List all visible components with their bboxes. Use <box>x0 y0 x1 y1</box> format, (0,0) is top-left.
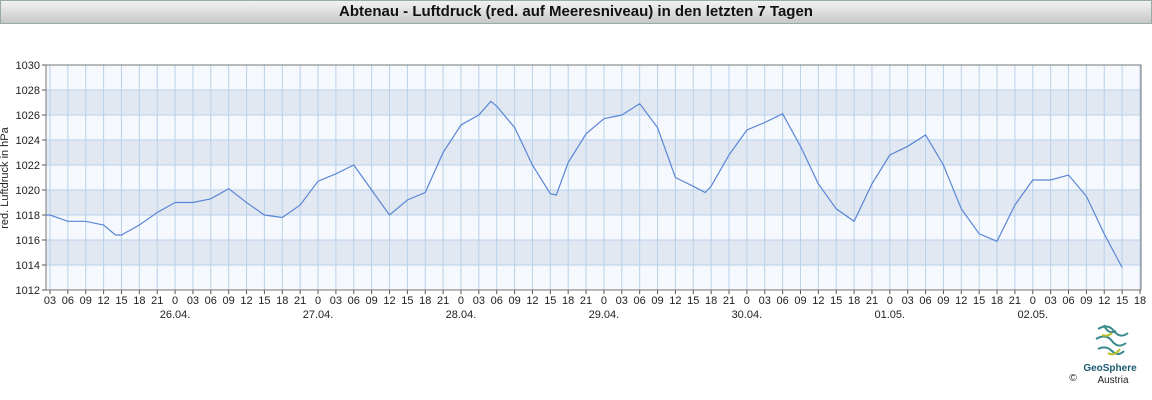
y-tick-label: 1028 <box>16 85 40 97</box>
date-label: 29.04. <box>589 309 620 321</box>
x-tick-label: 03 <box>902 295 914 307</box>
grid-band <box>46 140 1141 165</box>
grid-band <box>46 240 1141 265</box>
x-tick-label: 03 <box>187 295 199 307</box>
x-tick-label: 18 <box>276 295 288 307</box>
x-tick-label: 12 <box>669 295 681 307</box>
x-tick-label: 15 <box>115 295 127 307</box>
x-tick-label: 06 <box>1062 295 1074 307</box>
x-tick-label: 09 <box>937 295 949 307</box>
y-tick-label: 1020 <box>16 185 40 197</box>
x-tick-label: 03 <box>330 295 342 307</box>
x-tick-label: 09 <box>223 295 235 307</box>
y-tick-label: 1022 <box>16 160 40 172</box>
x-tick-label: 0 <box>458 295 464 307</box>
x-tick-label: 21 <box>866 295 878 307</box>
x-tick-label: 06 <box>634 295 646 307</box>
x-tick-label: 03 <box>616 295 628 307</box>
x-tick-label: 15 <box>1116 295 1128 307</box>
date-label: 02.05. <box>1017 309 1048 321</box>
x-tick-label: 12 <box>526 295 538 307</box>
y-tick-label: 1012 <box>16 285 40 297</box>
x-tick-label: 21 <box>151 295 163 307</box>
x-tick-label: 09 <box>1080 295 1092 307</box>
x-tick-label: 15 <box>401 295 413 307</box>
date-label: 27.04. <box>303 309 334 321</box>
x-tick-label: 21 <box>580 295 592 307</box>
y-axis-label: red. Luftdruck in hPa <box>0 126 11 228</box>
x-tick-label: 0 <box>744 295 750 307</box>
date-label: 26.04. <box>160 309 191 321</box>
logo-icon <box>1095 324 1129 356</box>
x-tick-label: 06 <box>348 295 360 307</box>
pressure-line <box>46 100 1123 268</box>
x-tick-label: 09 <box>366 295 378 307</box>
x-tick-label: 03 <box>44 295 56 307</box>
x-tick-label: 06 <box>205 295 217 307</box>
grid-band <box>46 190 1141 215</box>
x-tick-label: 21 <box>437 295 449 307</box>
y-tick-label: 1018 <box>16 210 40 222</box>
x-tick-label: 09 <box>80 295 92 307</box>
chart-title: Abtenau - Luftdruck (red. auf Meeresnive… <box>0 0 1152 24</box>
x-tick-label: 21 <box>723 295 735 307</box>
x-tick-label: 12 <box>955 295 967 307</box>
x-tick-label: 12 <box>1098 295 1110 307</box>
x-tick-label: 18 <box>562 295 574 307</box>
x-tick-label: 0 <box>1030 295 1036 307</box>
x-tick-label: 03 <box>1045 295 1057 307</box>
x-tick-label: 09 <box>794 295 806 307</box>
x-tick-label: 06 <box>919 295 931 307</box>
y-tick-label: 1026 <box>16 110 40 122</box>
x-tick-label: 09 <box>508 295 520 307</box>
x-tick-label: 15 <box>687 295 699 307</box>
x-tick-label: 15 <box>258 295 270 307</box>
x-tick-label: 18 <box>848 295 860 307</box>
x-tick-label: 18 <box>705 295 717 307</box>
copyright: © <box>1069 373 1077 384</box>
x-tick-label: 18 <box>133 295 145 307</box>
x-tick-label: 12 <box>240 295 252 307</box>
x-tick-label: 0 <box>172 295 178 307</box>
x-tick-label: 15 <box>973 295 985 307</box>
x-tick-label: 15 <box>544 295 556 307</box>
x-tick-label: 0 <box>887 295 893 307</box>
date-label: 30.04. <box>732 309 763 321</box>
y-tick-label: 1024 <box>16 135 40 147</box>
y-tick-label: 1014 <box>16 260 40 272</box>
x-tick-label: 12 <box>97 295 109 307</box>
logo-name: GeoSphere <box>1083 363 1137 374</box>
x-tick-label: 12 <box>383 295 395 307</box>
x-tick-label: 09 <box>651 295 663 307</box>
x-tick-label: 0 <box>601 295 607 307</box>
x-tick-label: 12 <box>812 295 824 307</box>
x-tick-label: 18 <box>991 295 1003 307</box>
x-tick-label: 06 <box>491 295 503 307</box>
grid-band <box>46 90 1141 115</box>
y-tick-label: 1016 <box>16 235 40 247</box>
x-tick-label: 21 <box>294 295 306 307</box>
x-tick-label: 15 <box>830 295 842 307</box>
x-tick-label: 06 <box>62 295 74 307</box>
x-tick-label: 03 <box>759 295 771 307</box>
x-tick-label: 0 <box>315 295 321 307</box>
y-tick-label: 1030 <box>16 60 40 72</box>
x-tick-label: 03 <box>473 295 485 307</box>
x-tick-label: 21 <box>1009 295 1021 307</box>
plot-border <box>45 64 1142 291</box>
x-tick-label: 18 <box>1134 295 1146 307</box>
date-label: 28.04. <box>446 309 477 321</box>
x-tick-label: 06 <box>776 295 788 307</box>
date-label: 01.05. <box>875 309 906 321</box>
x-tick-label: 18 <box>419 295 431 307</box>
logo-sub: Austria <box>1097 375 1129 386</box>
